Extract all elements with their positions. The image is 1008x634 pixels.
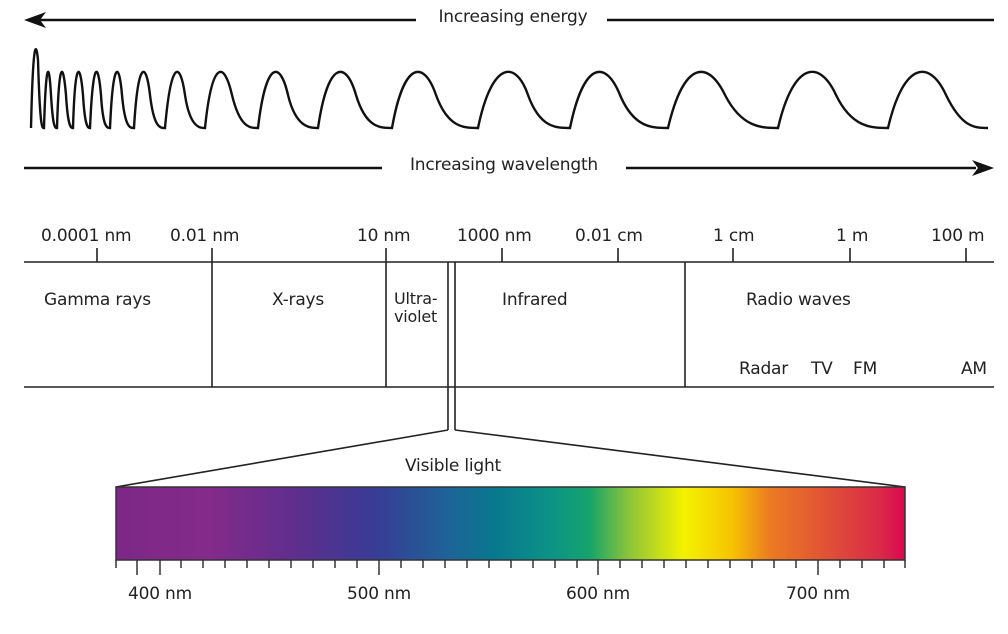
region-infrared: Infrared <box>502 290 568 310</box>
band-fm: FM <box>853 359 878 379</box>
region-ultraviolet-line1: Ultra- <box>394 289 438 308</box>
visible-tick-600: 600 nm <box>566 584 630 604</box>
region-x-rays: X-rays <box>272 290 325 310</box>
visible-light-title: Visible light <box>405 456 502 476</box>
region-radio-waves: Radio waves <box>746 290 851 310</box>
wave-curve <box>29 48 989 130</box>
tick-label-0: 0.0001 nm <box>41 226 132 246</box>
wavelength-arrow <box>24 160 994 176</box>
band-am: AM <box>961 359 987 379</box>
visible-tick-500: 500 nm <box>347 584 411 604</box>
visible-tick-700: 700 nm <box>786 584 850 604</box>
band-tv: TV <box>811 359 833 379</box>
tick-label-1: 0.01 nm <box>170 226 240 246</box>
energy-arrow <box>24 12 994 28</box>
tick-label-7: 100 m <box>931 226 985 246</box>
visible-tick-400: 400 nm <box>128 584 192 604</box>
visible-ticks <box>115 560 906 575</box>
region-ultraviolet-line2: violet <box>394 307 438 326</box>
region-gamma-rays: Gamma rays <box>44 290 151 310</box>
tick-label-2: 10 nm <box>357 226 411 246</box>
tick-label-3: 1000 nm <box>457 226 532 246</box>
wavelength-label: Increasing wavelength <box>409 155 599 175</box>
tick-label-6: 1 m <box>836 226 869 246</box>
energy-label: Increasing energy <box>438 7 588 27</box>
band-radar: Radar <box>739 359 789 379</box>
region-table <box>24 248 994 488</box>
tick-label-5: 1 cm <box>713 226 755 246</box>
visible-spectrum-bar <box>115 486 906 561</box>
tick-label-4: 0.01 cm <box>575 226 643 246</box>
